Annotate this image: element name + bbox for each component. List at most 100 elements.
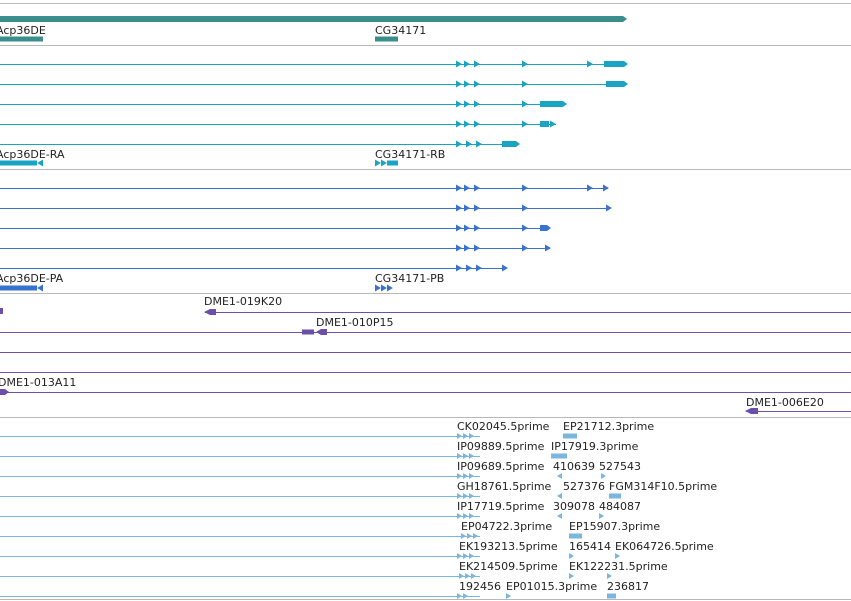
clone-block[interactable]: [316, 329, 327, 335]
est-arrow[interactable]: [569, 553, 575, 559]
est-label[interactable]: EP01015.3prime: [506, 580, 597, 593]
est-arrow[interactable]: [457, 553, 463, 559]
exon-block[interactable]: [387, 160, 398, 166]
est-arrow[interactable]: [473, 533, 479, 539]
est-label[interactable]: CK02045.5prime: [457, 420, 550, 433]
exon-arrow[interactable]: [464, 224, 470, 232]
est-arrow[interactable]: [556, 493, 562, 499]
exon-arrow[interactable]: [603, 184, 609, 192]
est-block[interactable]: [609, 493, 621, 499]
gene-label-acp36de[interactable]: Acp36DE: [0, 24, 46, 37]
exon-arrow[interactable]: [476, 140, 482, 148]
exon-arrow[interactable]: [474, 120, 480, 128]
est-arrow[interactable]: [607, 573, 613, 579]
clone-label-dme1-013a11[interactable]: DME1-013A11: [0, 376, 76, 389]
est-block[interactable]: [563, 433, 577, 439]
exon-arrow[interactable]: [456, 60, 462, 68]
exon-arrow[interactable]: [464, 100, 470, 108]
exon-arrow[interactable]: [456, 264, 462, 272]
exon-arrow[interactable]: [456, 140, 462, 148]
est-arrow[interactable]: [457, 453, 463, 459]
exon-arrow[interactable]: [381, 284, 387, 292]
est-label[interactable]: EK122231.5prime: [569, 560, 668, 573]
est-arrow[interactable]: [556, 513, 562, 519]
exon-arrow[interactable]: [464, 120, 470, 128]
est-arrow[interactable]: [469, 513, 475, 519]
exon-arrow[interactable]: [375, 284, 381, 292]
est-label[interactable]: FGM314F10.5prime: [609, 480, 717, 493]
exon-arrow[interactable]: [522, 224, 528, 232]
exon-arrow[interactable]: [456, 204, 462, 212]
est-label[interactable]: IP17919.3prime: [551, 440, 639, 453]
gene-feature[interactable]: [0, 16, 627, 22]
exon-arrow[interactable]: [522, 244, 528, 252]
gene-feature[interactable]: [0, 36, 43, 42]
est-label[interactable]: EK214509.5prime: [459, 560, 558, 573]
est-arrow[interactable]: [463, 493, 469, 499]
exon-arrow[interactable]: [456, 184, 462, 192]
est-label[interactable]: IP17719.5prime: [457, 500, 545, 513]
est-arrow[interactable]: [506, 593, 512, 599]
est-label[interactable]: EP04722.3prime: [461, 520, 552, 533]
exon-block[interactable]: [0, 160, 37, 166]
est-label[interactable]: IP09689.5prime: [457, 460, 545, 473]
est-arrow[interactable]: [459, 573, 465, 579]
est-arrow[interactable]: [457, 593, 463, 599]
exon-block[interactable]: [540, 121, 549, 127]
est-block[interactable]: [607, 593, 616, 599]
est-label[interactable]: EP15907.3prime: [569, 520, 660, 533]
clone-label-dme1-010p15[interactable]: DME1-010P15: [316, 316, 394, 329]
clone-block[interactable]: [302, 329, 314, 335]
exon-arrow[interactable]: [474, 80, 480, 88]
est-arrow[interactable]: [457, 433, 463, 439]
exon-arrow[interactable]: [464, 80, 470, 88]
clone-block[interactable]: [745, 408, 758, 414]
est-arrow[interactable]: [457, 493, 463, 499]
exon-arrow[interactable]: [37, 284, 43, 292]
exon-arrow[interactable]: [502, 264, 508, 272]
exon-arrow[interactable]: [464, 184, 470, 192]
exon-arrow[interactable]: [474, 224, 480, 232]
est-arrow[interactable]: [463, 553, 469, 559]
est-arrow[interactable]: [469, 473, 475, 479]
transcript-label-acp36de-ra[interactable]: Acp36DE-RA: [0, 148, 65, 161]
exon-arrow[interactable]: [550, 120, 556, 128]
est-arrow[interactable]: [467, 533, 473, 539]
exon-block[interactable]: [0, 285, 37, 291]
exon-arrow[interactable]: [474, 60, 480, 68]
exon-arrow[interactable]: [587, 60, 593, 68]
exon-arrow[interactable]: [466, 264, 472, 272]
exon-arrow[interactable]: [464, 244, 470, 252]
exon-arrow[interactable]: [606, 204, 612, 212]
exon-arrow[interactable]: [381, 159, 387, 167]
exon-arrow[interactable]: [476, 264, 482, 272]
exon-arrow[interactable]: [587, 184, 593, 192]
exon-arrow[interactable]: [456, 244, 462, 252]
est-arrow[interactable]: [463, 473, 469, 479]
exon-arrow[interactable]: [522, 184, 528, 192]
est-arrow[interactable]: [469, 493, 475, 499]
clone-label-dme1-019k20[interactable]: DME1-019K20: [204, 295, 282, 308]
est-label[interactable]: 309078: [553, 500, 595, 513]
exon-arrow[interactable]: [522, 60, 528, 68]
est-arrow[interactable]: [471, 573, 477, 579]
gene-label-cg34171[interactable]: CG34171: [375, 24, 426, 37]
exon-arrow[interactable]: [456, 80, 462, 88]
est-arrow[interactable]: [463, 513, 469, 519]
est-arrow[interactable]: [463, 433, 469, 439]
transcript-label-cg34171-rb[interactable]: CG34171-RB: [375, 148, 445, 161]
exon-arrow[interactable]: [474, 100, 480, 108]
est-label[interactable]: 410639: [553, 460, 595, 473]
est-arrow[interactable]: [469, 433, 475, 439]
est-label[interactable]: EK064726.5prime: [615, 540, 714, 553]
exon-arrow[interactable]: [464, 60, 470, 68]
est-label[interactable]: 236817: [607, 580, 649, 593]
exon-block[interactable]: [606, 81, 628, 87]
est-label[interactable]: 527376: [563, 480, 605, 493]
exon-arrow[interactable]: [522, 120, 528, 128]
protein-label-acp36de-pa[interactable]: Acp36DE-PA: [0, 272, 64, 285]
exon-arrow[interactable]: [474, 184, 480, 192]
est-arrow[interactable]: [461, 533, 467, 539]
clone-block[interactable]: [0, 308, 3, 314]
exon-arrow[interactable]: [456, 100, 462, 108]
